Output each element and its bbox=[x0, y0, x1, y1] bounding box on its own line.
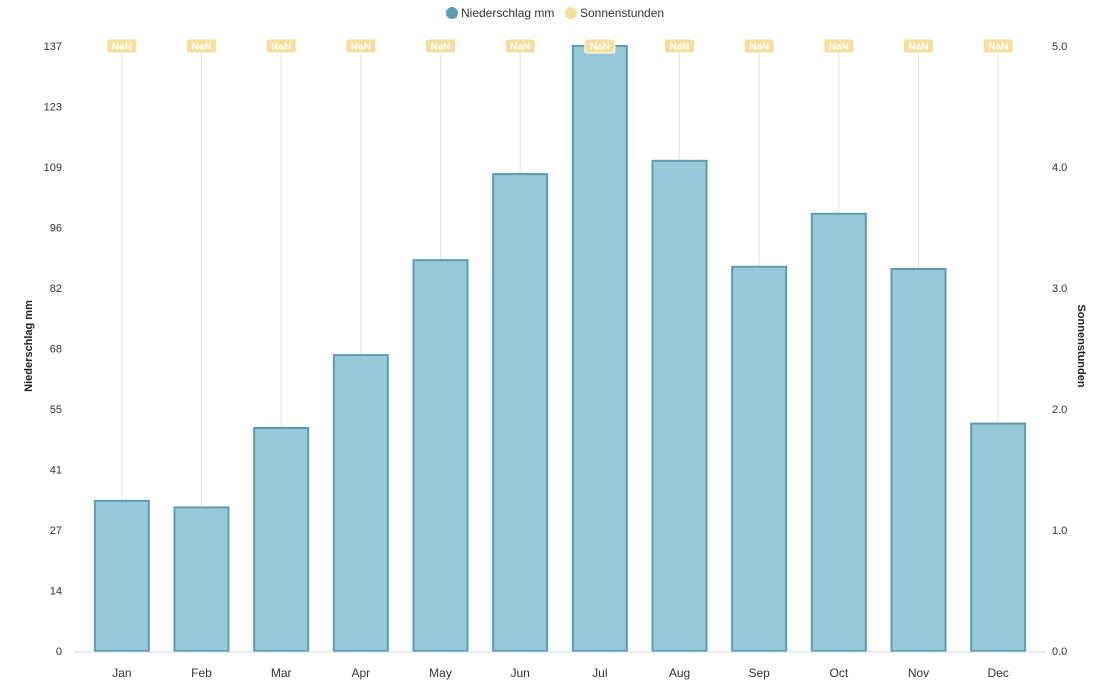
sun-hours-labels: NaN NaN NaN NaN NaN NaN NaN NaN NaN NaN NaN NaN bbox=[106, 38, 1014, 54]
right-tick-label: 4.0 bbox=[1052, 162, 1067, 174]
bar-series bbox=[93, 45, 1027, 653]
x-label-feb: Feb bbox=[191, 666, 212, 680]
data-label-jun: NaN bbox=[510, 42, 530, 53]
x-label-aug: Aug bbox=[669, 666, 690, 680]
left-tick-label: 68 bbox=[50, 344, 62, 356]
x-label-apr: Apr bbox=[351, 666, 370, 680]
x-label-jun: Jun bbox=[510, 666, 529, 680]
left-tick-label: 55 bbox=[50, 404, 62, 416]
x-label-jan: Jan bbox=[112, 666, 131, 680]
right-axis-title: Sonnenstunden bbox=[1075, 304, 1087, 387]
left-tick-label: 27 bbox=[50, 525, 62, 537]
data-label-bg bbox=[265, 38, 297, 54]
right-tick-label: 3.0 bbox=[1052, 283, 1067, 295]
data-label-bg bbox=[345, 38, 377, 54]
x-label-jul: Jul bbox=[592, 666, 607, 680]
bar-apr[interactable] bbox=[332, 354, 389, 652]
bar-jul[interactable] bbox=[571, 45, 628, 652]
data-label-bg bbox=[186, 38, 217, 54]
data-label-sep: NaN bbox=[749, 42, 769, 53]
data-label-apr: NaN bbox=[351, 42, 371, 53]
data-label-feb: NaN bbox=[191, 42, 211, 53]
x-label-mar: Mar bbox=[271, 666, 292, 680]
data-label-bg bbox=[743, 38, 775, 54]
x-label-oct: Oct bbox=[829, 666, 848, 680]
data-label-bg bbox=[823, 38, 855, 54]
bar-sep[interactable] bbox=[731, 265, 788, 652]
right-axis-ticks: 0.0 1.0 2.0 3.0 4.0 5.0 bbox=[1052, 41, 1067, 658]
left-axis-title: Niederschlag mm bbox=[23, 300, 35, 392]
bar-may[interactable] bbox=[412, 259, 469, 652]
data-label-mar: NaN bbox=[271, 42, 291, 53]
bar-nov[interactable] bbox=[890, 268, 947, 652]
left-tick-label: 82 bbox=[50, 283, 62, 295]
x-label-sep: Sep bbox=[748, 666, 770, 680]
legend-swatch-precipitation bbox=[446, 7, 458, 19]
data-label-bg bbox=[982, 38, 1014, 54]
x-axis-labels: Jan Feb Mar Apr May Jun Jul Aug Sep Oct Nov Dec bbox=[112, 666, 1009, 680]
data-label-dec: NaN bbox=[988, 42, 1008, 53]
legend-label-sun-hours[interactable]: Sonnenstunden bbox=[580, 6, 664, 20]
left-tick-label: 123 bbox=[44, 102, 62, 114]
data-label-bg bbox=[664, 38, 695, 54]
bar-mar[interactable] bbox=[253, 426, 310, 652]
right-tick-label: 1.0 bbox=[1052, 525, 1067, 537]
x-label-dec: Dec bbox=[987, 666, 1008, 680]
bar-dec[interactable] bbox=[970, 422, 1027, 652]
data-label-may: NaN bbox=[430, 42, 450, 53]
x-label-may: May bbox=[429, 666, 452, 680]
bar-jun[interactable] bbox=[492, 173, 549, 652]
data-label-bg bbox=[584, 38, 616, 54]
left-tick-label: 109 bbox=[44, 162, 62, 174]
bar-feb[interactable] bbox=[173, 506, 230, 652]
data-label-aug: NaN bbox=[669, 42, 689, 53]
left-tick-label: 41 bbox=[50, 465, 62, 477]
bar-oct[interactable] bbox=[810, 212, 867, 653]
data-label-bg bbox=[903, 38, 934, 54]
data-label-oct: NaN bbox=[829, 42, 849, 53]
left-tick-label: 14 bbox=[50, 586, 62, 598]
data-label-nov: NaN bbox=[908, 42, 928, 53]
legend: Niederschlag mm Sonnenstunden bbox=[446, 6, 664, 20]
right-tick-label: 2.0 bbox=[1052, 404, 1067, 416]
left-tick-label: 137 bbox=[44, 41, 62, 53]
legend-label-precipitation[interactable]: Niederschlag mm bbox=[461, 6, 554, 20]
legend-swatch-sun-hours bbox=[565, 7, 577, 19]
data-label-jul: NaN bbox=[590, 42, 610, 53]
bar-jan[interactable] bbox=[93, 499, 150, 652]
left-axis-ticks: 0 14 27 41 55 68 82 96 109 123 137 bbox=[44, 41, 62, 658]
x-label-nov: Nov bbox=[908, 666, 929, 680]
bar-aug[interactable] bbox=[651, 159, 708, 653]
data-label-bg bbox=[425, 38, 456, 54]
left-tick-label: 96 bbox=[50, 223, 62, 235]
right-tick-label: 5.0 bbox=[1052, 41, 1067, 53]
left-tick-label: 0 bbox=[56, 646, 62, 658]
right-tick-label: 0.0 bbox=[1052, 646, 1067, 658]
data-label-bg bbox=[504, 38, 536, 54]
data-label-bg bbox=[106, 38, 138, 54]
data-label-jan: NaN bbox=[112, 42, 132, 53]
